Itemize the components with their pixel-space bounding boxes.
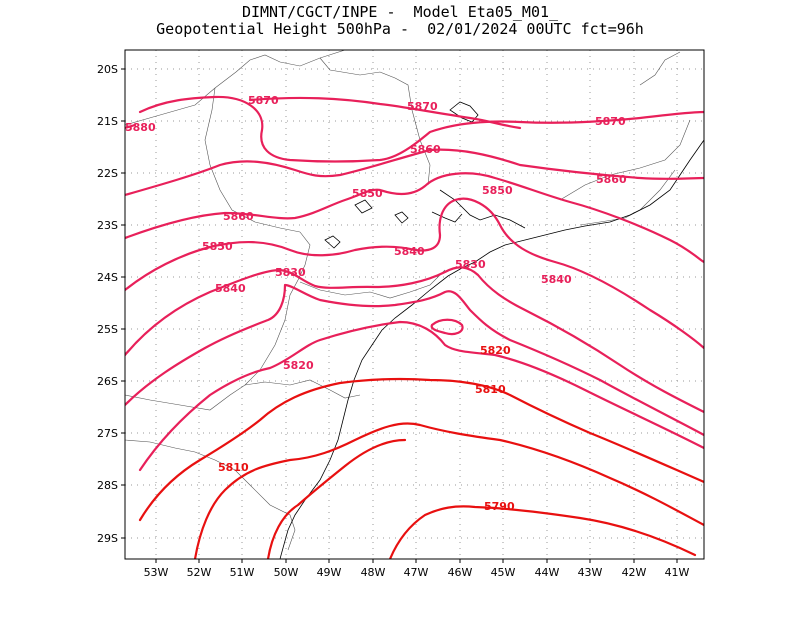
contour-label: 5810 — [475, 383, 506, 396]
lon-label: 44W — [535, 566, 560, 579]
contour-label: 5870 — [595, 115, 626, 128]
lon-label: 41W — [665, 566, 690, 579]
longitude-axis: 53W 52W 51W 50W 49W 48W 47W 46W 45W 44W … — [144, 559, 690, 579]
contour-5870-label-seg — [248, 96, 522, 130]
contour-5820 — [138, 320, 704, 472]
contour-label: 5880 — [125, 121, 156, 134]
contour-5880 — [125, 123, 137, 130]
contour-label: 5830 — [455, 258, 486, 271]
contour-label: 5870 — [407, 100, 438, 113]
contour-label: 5860 — [596, 173, 627, 186]
lon-label: 43W — [578, 566, 603, 579]
lat-label: 23S — [97, 219, 118, 232]
contour-label: 5840 — [394, 245, 425, 258]
lat-label: 28S — [97, 479, 118, 492]
lat-label: 20S — [97, 63, 118, 76]
lat-label: 21S — [97, 115, 118, 128]
state-borders — [125, 50, 691, 551]
contour-label: 5870 — [248, 94, 279, 107]
plot-frame — [124, 49, 705, 560]
contour-5840 — [125, 266, 704, 414]
contour-5830-eddy — [430, 318, 464, 336]
contour-5860 — [125, 148, 704, 197]
lon-label: 50W — [274, 566, 299, 579]
title-line-2: Geopotential Height 500hPa - 02/01/2024 … — [156, 20, 644, 38]
lon-label: 48W — [361, 566, 386, 579]
contour-5800 — [193, 422, 704, 559]
lon-label: 46W — [448, 566, 473, 579]
latitude-axis: 20S 21S 22S 23S 24S 25S 26S 27S 28S 29S — [97, 63, 125, 545]
contour-label: 5790 — [484, 500, 515, 513]
lat-label: 27S — [97, 427, 118, 440]
lon-label: 42W — [622, 566, 647, 579]
lon-label: 52W — [187, 566, 212, 579]
lat-label: 26S — [97, 375, 118, 388]
contour-label: 5840 — [215, 282, 246, 295]
lon-label: 47W — [404, 566, 429, 579]
lat-label: 29S — [97, 532, 118, 545]
lat-lon-grid — [125, 50, 704, 559]
contour-5790 — [388, 505, 697, 559]
contour-5830 — [125, 283, 704, 437]
lon-label: 51W — [230, 566, 255, 579]
contour-label: 5850 — [482, 184, 513, 197]
lat-label: 22S — [97, 167, 118, 180]
contours-high — [125, 95, 704, 350]
contour-label: 5820 — [480, 344, 511, 357]
title-line-1: DIMNT/CGCT/INPE - Model Eta05_M01_ — [241, 3, 559, 21]
contour-label: 5830 — [275, 266, 306, 279]
contour-labels: 5880 5870 5870 5870 5860 5860 5860 5850 … — [125, 94, 627, 513]
contour-5800-b — [266, 438, 407, 559]
contour-label: 5840 — [541, 273, 572, 286]
contour-label: 5860 — [410, 143, 441, 156]
contour-5810 — [138, 377, 704, 522]
contour-5850 — [125, 197, 704, 350]
map-title: DIMNT/CGCT/INPE - Model Eta05_M01_ Geopo… — [0, 4, 800, 38]
contours-low — [125, 266, 704, 559]
contour-label: 5820 — [283, 359, 314, 372]
contour-label: 5860 — [223, 210, 254, 223]
contour-label: 5850 — [202, 240, 233, 253]
contour-label: 5810 — [218, 461, 249, 474]
contour-5870-west — [138, 95, 704, 163]
lon-label: 49W — [317, 566, 342, 579]
contour-5860-lower — [125, 172, 704, 264]
lat-label: 25S — [97, 323, 118, 336]
lon-label: 45W — [491, 566, 516, 579]
lat-label: 24S — [97, 271, 118, 284]
contour-label: 5850 — [352, 187, 383, 200]
lon-label: 53W — [144, 566, 169, 579]
